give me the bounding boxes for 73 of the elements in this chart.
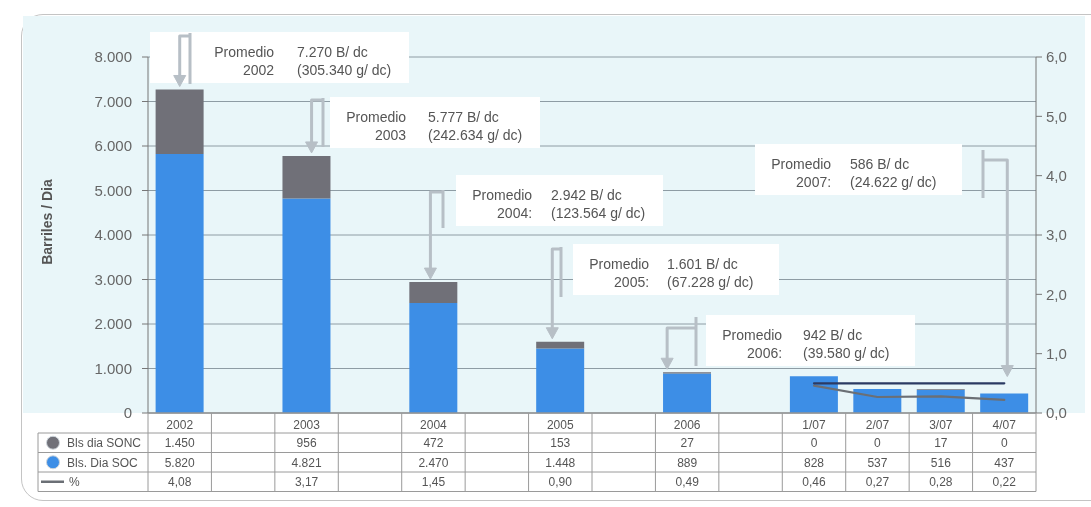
- data-label: 0,46: [802, 475, 826, 490]
- legend-label: Bls dia SONC: [67, 436, 142, 451]
- y-axis-title: Barriles / Dia: [39, 178, 55, 265]
- bar: [409, 282, 458, 304]
- y2-tick-label: 3,0: [1046, 226, 1067, 244]
- data-label: 828: [803, 455, 825, 470]
- text: Promedio 2005: 1.601 B/ dc (67.228 g/ dc): [589, 256, 754, 290]
- text: Promedio 2004: 2.942 B/ dc (123.564 g/ dc): [472, 187, 646, 221]
- data-label: 956: [296, 436, 317, 451]
- y2-tick-label: 5,0: [1046, 107, 1067, 125]
- data-label: 889: [677, 455, 698, 470]
- data-label: 153: [550, 436, 571, 451]
- data-label: 0: [810, 436, 818, 451]
- x-tick-label: 4/07: [992, 417, 1017, 432]
- bar: [663, 373, 712, 413]
- bar: [409, 303, 458, 413]
- y2-tick-label: 4,0: [1046, 166, 1067, 184]
- y2-tick-label: 2,0: [1046, 285, 1067, 303]
- line-series: [812, 384, 1006, 402]
- data-label: 4.821: [291, 455, 322, 470]
- y-tick-label: 8.000: [94, 48, 132, 66]
- data-label: 0: [1000, 436, 1008, 451]
- data-label: 0,28: [929, 475, 953, 490]
- data-label: 1.448: [545, 455, 576, 470]
- data-label: 0: [874, 436, 882, 451]
- bar: [536, 341, 585, 349]
- data-label: 516: [930, 455, 952, 470]
- x-tick-label: 2003: [293, 417, 321, 432]
- y-tick-label: 0: [123, 404, 132, 422]
- x-tick-label: 2005: [546, 417, 574, 432]
- data-label: 0,22: [992, 475, 1017, 490]
- x-tick-label: 2006: [673, 417, 701, 432]
- x-tick-label: 2002: [166, 417, 194, 432]
- x-tick-label: 2/07: [865, 417, 890, 432]
- data-label: 537: [867, 455, 888, 470]
- y-tick-label: 2.000: [94, 315, 132, 333]
- legend-label: %: [69, 475, 80, 490]
- data-label: 2.470: [418, 455, 449, 470]
- x-tick-label: 2004: [420, 417, 448, 432]
- bar: [536, 348, 585, 413]
- x-tick-label: 1/07: [802, 417, 826, 432]
- data-label: 0,27: [865, 475, 890, 490]
- bar: [282, 198, 331, 413]
- legend-label: Bls. Dia SOC: [67, 455, 139, 470]
- text: Promedio 2002 7.270 B/ dc (305.340 g/ dc): [214, 44, 392, 78]
- data-label: 472: [423, 436, 444, 451]
- data-label: 27: [680, 436, 695, 451]
- y-tick-label: 4.000: [94, 226, 132, 244]
- data-label: 17: [934, 436, 948, 451]
- bar: [282, 155, 331, 199]
- y-tick-label: 5.000: [94, 181, 132, 199]
- y-tick-label: 6.000: [94, 137, 132, 155]
- y-tick-label: 7.000: [94, 92, 132, 110]
- data-label: 437: [994, 455, 1015, 470]
- text: 1,45: [421, 475, 446, 490]
- text: 0,90: [548, 475, 572, 490]
- y2-tick-label: 6,0: [1046, 48, 1067, 66]
- y2-tick-label: 0,0: [1046, 404, 1067, 422]
- text: 3,17: [294, 475, 319, 490]
- data-label: 1.450: [164, 436, 196, 451]
- text: Promedio 2003 5.777 B/ dc (242.634 g/ dc): [346, 109, 523, 143]
- bar: [155, 89, 204, 155]
- text: 0,49: [675, 475, 699, 490]
- data-label: 5.820: [164, 455, 196, 470]
- bar: [789, 376, 838, 413]
- text: 4,08: [168, 475, 192, 490]
- text: Promedio 2007: 586 B/ dc (24.622 g/ dc): [771, 156, 937, 190]
- y-tick-label: 1.000: [94, 359, 132, 377]
- x-tick-label: 3/07: [929, 417, 953, 432]
- text: Promedio 2006: 942 B/ dc (39.580 g/ dc): [722, 327, 890, 361]
- bar: [155, 154, 204, 413]
- y-tick-label: 3.000: [94, 270, 132, 288]
- y2-tick-label: 1,0: [1046, 344, 1067, 362]
